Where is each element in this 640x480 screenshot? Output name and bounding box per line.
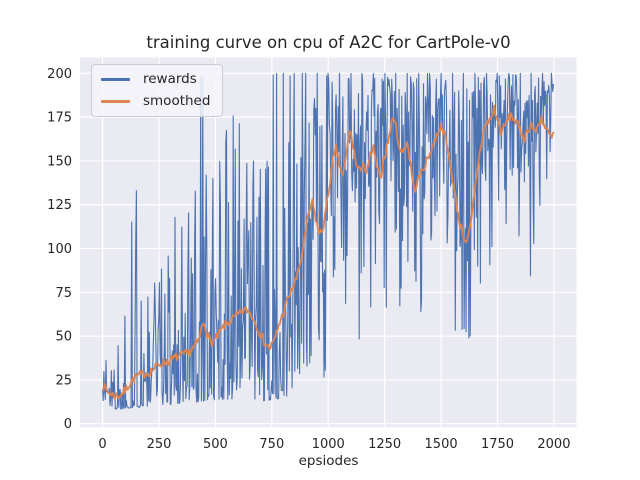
- smoothed-line-swatch: [101, 100, 130, 103]
- x-tick-label: 500: [203, 437, 228, 452]
- y-tick-label: 200: [47, 67, 72, 82]
- legend: rewards smoothed: [91, 64, 224, 117]
- y-tick-label: 100: [47, 242, 72, 257]
- legend-item-rewards: rewards: [101, 72, 210, 87]
- smoothed-line: [101, 104, 555, 400]
- x-tick-label: 1500: [425, 437, 458, 452]
- x-tick-label: 1250: [368, 437, 401, 452]
- x-tick-label: 2000: [537, 437, 570, 452]
- legend-item-smoothed: smoothed: [101, 94, 210, 109]
- x-tick-label: 750: [259, 437, 284, 452]
- x-tick-label: 1000: [312, 437, 345, 452]
- legend-label-rewards: rewards: [143, 71, 197, 87]
- y-tick-label: 150: [47, 154, 72, 169]
- y-tick-label: 25: [55, 373, 72, 388]
- x-axis-label: epsiodes: [298, 453, 359, 469]
- rewards-line: [102, 72, 555, 410]
- rewards-line-swatch: [101, 78, 130, 81]
- x-tick-label: 250: [147, 437, 172, 452]
- x-tick-label: 0: [98, 437, 106, 452]
- legend-label-smoothed: smoothed: [143, 93, 211, 109]
- y-tick-label: 125: [47, 198, 72, 213]
- y-tick-label: 50: [55, 330, 72, 345]
- y-tick-label: 75: [55, 286, 72, 301]
- y-tick-label: 175: [47, 111, 72, 126]
- y-tick-label: 0: [64, 417, 72, 432]
- x-tick-label: 1750: [481, 437, 514, 452]
- chart-title: training curve on cpu of A2C for CartPol…: [146, 33, 511, 52]
